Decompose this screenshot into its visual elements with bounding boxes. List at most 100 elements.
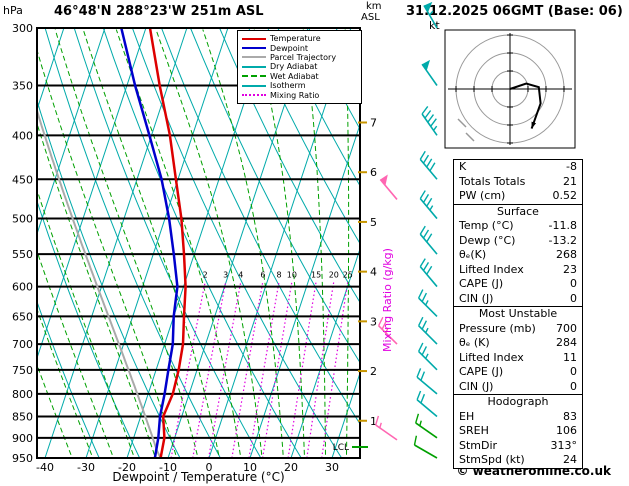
wind-barb — [413, 435, 438, 459]
legend-item-label: Parcel Trajectory — [270, 52, 337, 62]
dry-adiabat-line — [37, 199, 141, 458]
hodograph-marker — [465, 132, 475, 142]
wet-adiabat-line — [37, 307, 93, 455]
mixing-ratio-line — [248, 282, 280, 458]
stat-value: 11 — [563, 350, 577, 364]
temp-tick-label: -10 — [159, 461, 177, 474]
wind-barb — [379, 174, 398, 200]
dry-adiabat-line — [190, 28, 360, 364]
stats-row: CIN (J) 0 — [454, 292, 582, 307]
km-tick-label: 5 — [370, 216, 377, 229]
wind-barb — [421, 59, 438, 86]
isotherm-line — [331, 371, 360, 458]
legend-item: Temperature — [240, 34, 359, 43]
wet-adiabat-line — [115, 29, 241, 455]
stats-section-header: Most Unstable — [454, 306, 582, 322]
stat-value: 700 — [556, 321, 577, 335]
isotherm-line — [290, 247, 360, 458]
wind-barb — [416, 390, 438, 418]
wet-adiabat-line — [37, 188, 134, 455]
stats-row: Totals Totals 21 — [454, 175, 582, 190]
pressure-tick-label: 450 — [12, 173, 33, 186]
pressure-axis-unit: hPa — [3, 4, 23, 17]
wind-barb — [419, 258, 438, 288]
stats-row: θₑ(K) 268 — [454, 248, 582, 263]
stat-value: 313° — [550, 438, 578, 452]
stat-value: 0 — [570, 291, 577, 305]
hodograph-arrow — [531, 121, 537, 129]
hodograph-unit-label: kt — [429, 19, 440, 32]
legend-item-label: Mixing Ratio — [270, 90, 320, 100]
dry-adiabat-line — [73, 28, 262, 458]
km-tick-label: 6 — [370, 166, 377, 179]
stats-row: CAPE (J) 0 — [454, 365, 582, 380]
stat-value: -11.8 — [548, 219, 577, 232]
dry-adiabat-line — [102, 28, 302, 458]
temperature-curve — [148, 28, 187, 458]
dry-adiabat-line — [248, 28, 360, 245]
stat-label: Lifted Index — [459, 350, 524, 364]
legend-item: Dewpoint — [240, 43, 359, 53]
stat-label: Temp (°C) — [459, 219, 514, 232]
pressure-tick-label: 750 — [12, 364, 33, 377]
km-tick-label: 1 — [370, 415, 377, 428]
stats-row: StmDir 313° — [454, 439, 582, 454]
mixing-ratio-value-label: 8 — [277, 271, 282, 280]
pressure-tick-label: 950 — [12, 452, 33, 465]
wind-barb — [417, 342, 438, 371]
pressure-tick-label: 600 — [12, 281, 33, 294]
wind-barb — [417, 289, 438, 317]
legend-item: Dry Adiabat — [240, 62, 359, 71]
isotherm-line — [37, 28, 147, 360]
stats-row: Pressure (mb) 700 — [454, 322, 582, 337]
lcl-label: LCL — [333, 443, 349, 453]
pressure-tick-label: 850 — [12, 411, 33, 424]
stats-table: K -8 Totals Totals 21 PW (cm) 0.52 Surface Temp… — [453, 159, 583, 469]
isotherm-line — [37, 28, 65, 112]
km-tick-label: 7 — [370, 117, 377, 130]
stats-row: EH 83 — [454, 410, 582, 425]
stats-row: PW (cm) 0.52 — [454, 189, 582, 204]
mixing-ratio-axis-label: Mixing Ratio (g/kg) — [381, 248, 394, 352]
legend-line-sample — [242, 37, 266, 40]
wind-barb — [419, 190, 438, 220]
legend-item-label: Dry Adiabat — [270, 62, 318, 72]
pressure-tick-label: 500 — [12, 213, 33, 226]
legend-item-label: Dewpoint — [270, 43, 309, 53]
stats-row: K -8 — [454, 160, 582, 175]
pressure-tick-label: 650 — [12, 310, 33, 323]
wind-barb — [377, 316, 398, 345]
stat-label: CIN (J) — [459, 291, 494, 305]
chart-legend: Temperature Dewpoint Parcel Trajectory Dry … — [237, 30, 362, 104]
legend-line-sample — [242, 65, 266, 68]
wet-adiabat-line — [37, 48, 177, 455]
wet-adiabat-line — [37, 363, 72, 455]
dry-adiabat-line — [131, 28, 343, 458]
wind-barb — [375, 415, 398, 441]
altitude-axis-unit-km: km — [366, 1, 382, 12]
legend-item: Wet Adiabat — [240, 72, 359, 81]
wet-adiabat-line — [155, 29, 263, 455]
wind-barbs — [375, 1, 438, 459]
wet-adiabat-line — [54, 29, 198, 455]
legend-item: Isotherm — [240, 81, 359, 90]
stat-label: StmDir — [459, 438, 498, 452]
plot-border — [36, 27, 361, 459]
stat-value: 0.52 — [552, 189, 578, 202]
hodograph-marker — [457, 118, 467, 128]
sounding-curves — [37, 28, 187, 458]
stats-row: CAPE (J) 0 — [454, 277, 582, 292]
stat-label: θₑ (K) — [459, 336, 490, 349]
legend-item-label: Isotherm — [270, 81, 306, 91]
stat-label: θₑ(K) — [459, 248, 487, 261]
legend-line-sample — [242, 84, 266, 87]
x-axis-label: Dewpoint / Temperature (°C) — [112, 470, 285, 484]
temp-tick-label: 30 — [325, 461, 339, 474]
hodograph — [444, 29, 576, 149]
mixing-ratio-line — [287, 282, 317, 458]
stat-label: StmSpd (kt) — [459, 453, 525, 466]
isotherm-line — [37, 28, 106, 236]
wind-barb — [415, 413, 438, 439]
mixing-ratio-line — [262, 282, 293, 458]
stat-value: 0 — [570, 277, 577, 290]
